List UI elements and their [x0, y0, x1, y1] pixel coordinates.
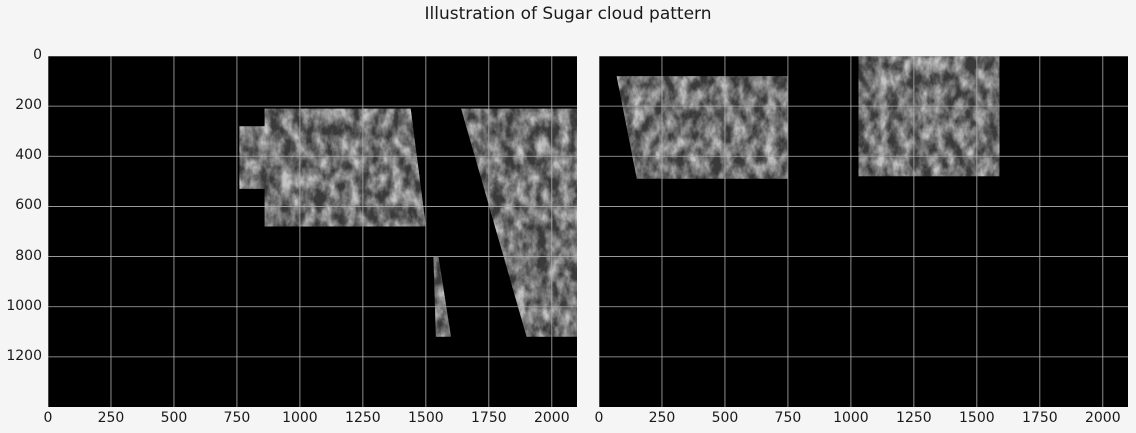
x-tick-label: 750	[223, 410, 251, 426]
cloud-region-1-texture	[616, 76, 788, 179]
cloud-region-1-texture	[239, 108, 426, 227]
y-tick-label: 600	[15, 197, 42, 214]
right-panel-canvas	[599, 56, 1128, 407]
x-tick-label: 1750	[471, 410, 507, 426]
cloud-region-3-texture	[433, 256, 451, 337]
right-image-panel	[599, 56, 1128, 407]
cloud-region-2-texture	[858, 56, 1000, 177]
x-tick-label: 500	[160, 410, 188, 426]
figure-title: Illustration of Sugar cloud pattern	[424, 4, 712, 24]
x-tick-label: 1250	[345, 410, 381, 426]
x-tick-label: 1500	[959, 410, 995, 426]
y-tick-label: 1200	[6, 347, 42, 364]
x-tick-label: 750	[774, 410, 802, 426]
x-tick-label: 1000	[833, 410, 869, 426]
y-tick-label: 200	[15, 97, 42, 114]
x-tick-label: 250	[648, 410, 676, 426]
y-tick-label: 800	[15, 247, 42, 264]
x-tick-label: 1750	[1022, 410, 1058, 426]
x-tick-label: 1250	[896, 410, 932, 426]
x-tick-label: 2000	[1084, 410, 1121, 426]
x-tick-label: 1500	[408, 410, 444, 426]
left-image-panel	[48, 56, 577, 407]
x-tick-label: 0	[594, 410, 604, 426]
y-tick-label: 0	[33, 47, 42, 63]
y-tick-label: 1000	[6, 297, 42, 314]
cloud-region-2-texture	[461, 108, 577, 337]
x-tick-label: 2000	[533, 410, 570, 426]
x-tick-label: 250	[97, 410, 125, 426]
left-panel-canvas	[48, 56, 577, 407]
x-tick-label: 0	[43, 410, 53, 426]
x-tick-label: 500	[711, 410, 739, 426]
y-tick-label: 400	[15, 147, 42, 164]
x-tick-label: 1000	[282, 410, 318, 426]
